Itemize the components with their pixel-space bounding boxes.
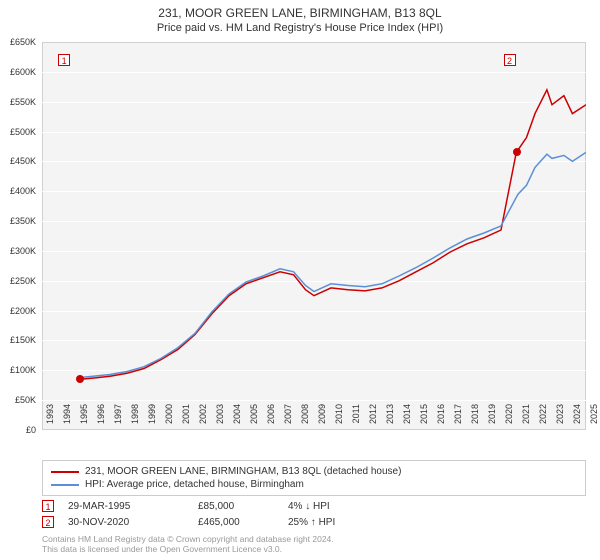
x-axis-label: 2005 [249,404,259,434]
x-axis-label: 2001 [181,404,191,434]
y-axis-label: £150K [0,335,36,345]
legend-swatch [51,484,79,486]
legend-label: HPI: Average price, detached house, Birm… [85,479,304,490]
x-axis-label: 2019 [487,404,497,434]
y-axis-label: £100K [0,365,36,375]
y-axis-label: £550K [0,97,36,107]
x-axis-label: 2008 [300,404,310,434]
transaction-badge: 2 [42,516,54,528]
transaction-price: £85,000 [198,501,288,512]
footer-line1: Contains HM Land Registry data © Crown c… [42,534,334,544]
x-axis-label: 2021 [521,404,531,434]
transaction-badge: 1 [42,500,54,512]
x-axis-label: 2009 [317,404,327,434]
transaction-row: 2 30-NOV-2020£465,00025% ↑ HPI [42,514,586,530]
x-axis-label: 2014 [402,404,412,434]
y-axis-label: £350K [0,216,36,226]
y-axis-label: £600K [0,67,36,77]
transaction-date: 30-NOV-2020 [68,517,198,528]
legend-label: 231, MOOR GREEN LANE, BIRMINGHAM, B13 8Q… [85,466,401,477]
legend-item: 231, MOOR GREEN LANE, BIRMINGHAM, B13 8Q… [51,465,577,478]
legend-item: HPI: Average price, detached house, Birm… [51,478,577,491]
chart-subtitle: Price paid vs. HM Land Registry's House … [0,20,600,38]
transaction-pct: 4% ↓ HPI [288,501,388,512]
x-axis-label: 2018 [470,404,480,434]
y-axis-label: £0 [0,425,36,435]
x-axis-label: 2003 [215,404,225,434]
x-axis-label: 2017 [453,404,463,434]
transaction-price: £465,000 [198,517,288,528]
x-axis-label: 2007 [283,404,293,434]
chart-container: 231, MOOR GREEN LANE, BIRMINGHAM, B13 8Q… [0,0,600,560]
x-axis-label: 2015 [419,404,429,434]
series-line [80,90,586,380]
x-axis-label: 2010 [334,404,344,434]
x-axis-label: 2011 [351,404,361,434]
x-axis-label: 1994 [62,404,72,434]
y-axis-label: £50K [0,395,36,405]
x-axis-label: 1996 [96,404,106,434]
price-marker-label: 1 [58,54,70,66]
x-axis-label: 2020 [504,404,514,434]
x-axis-label: 1998 [130,404,140,434]
line-chart-svg [42,42,586,430]
price-marker-dot [513,148,521,156]
x-axis-label: 2013 [385,404,395,434]
x-axis-label: 2012 [368,404,378,434]
y-axis-label: £650K [0,37,36,47]
y-axis-label: £450K [0,156,36,166]
footer-attribution: Contains HM Land Registry data © Crown c… [42,534,334,554]
x-axis-label: 2004 [232,404,242,434]
x-axis-label: 2002 [198,404,208,434]
x-axis-label: 2000 [164,404,174,434]
footer-line2: This data is licensed under the Open Gov… [42,544,334,554]
x-axis-label: 1995 [79,404,89,434]
transaction-row: 1 29-MAR-1995£85,0004% ↓ HPI [42,498,586,514]
legend: 231, MOOR GREEN LANE, BIRMINGHAM, B13 8Q… [42,460,586,496]
x-axis-label: 2023 [555,404,565,434]
x-axis-label: 2016 [436,404,446,434]
y-axis-label: £200K [0,306,36,316]
price-marker-label: 2 [504,54,516,66]
x-axis-label: 1999 [147,404,157,434]
x-axis-label: 2025 [589,404,599,434]
x-axis-label: 1993 [45,404,55,434]
transaction-date: 29-MAR-1995 [68,501,198,512]
transaction-pct: 25% ↑ HPI [288,517,388,528]
y-axis-label: £300K [0,246,36,256]
chart-title: 231, MOOR GREEN LANE, BIRMINGHAM, B13 8Q… [0,0,600,20]
y-axis-label: £250K [0,276,36,286]
y-axis-label: £400K [0,186,36,196]
x-axis-label: 2024 [572,404,582,434]
x-axis-label: 2006 [266,404,276,434]
price-marker-dot [76,375,84,383]
transaction-table: 1 29-MAR-1995£85,0004% ↓ HPI 2 30-NOV-2020£… [42,498,586,530]
y-axis-label: £500K [0,127,36,137]
legend-swatch [51,471,79,473]
x-axis-label: 2022 [538,404,548,434]
x-axis-label: 1997 [113,404,123,434]
chart-area: 12 £0£50K£100K£150K£200K£250K£300K£350K£… [42,42,586,430]
